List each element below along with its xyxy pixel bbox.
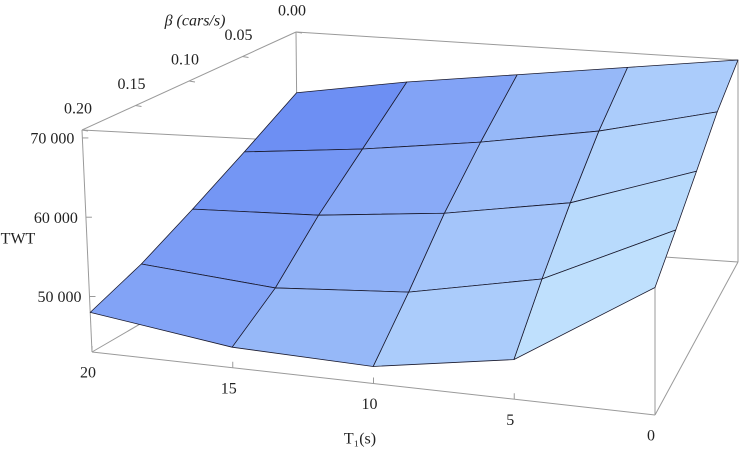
y-axis-title: β (cars/s) — [164, 13, 226, 30]
x-tick-label: 0 — [647, 428, 655, 445]
z-tick-label: 70 000 — [30, 131, 74, 148]
y-tick — [135, 105, 142, 107]
box-edge — [81, 129, 93, 353]
z-axis-title: TWT — [1, 231, 36, 248]
box-edge — [295, 31, 739, 61]
surface-patch — [89, 263, 276, 348]
x-tick-label: 15 — [221, 380, 237, 397]
y-tick — [242, 56, 249, 58]
y-tick-label: 0.05 — [225, 27, 253, 44]
z-tick-label: 50 000 — [38, 289, 82, 306]
y-tick-label: 0.10 — [171, 52, 199, 69]
y-tick — [81, 129, 89, 132]
x-axis-title: T₁(s) — [344, 431, 376, 448]
box-edge — [654, 261, 739, 416]
y-tick — [295, 31, 303, 34]
y-tick-label: 0.15 — [118, 76, 146, 93]
x-tick-label: 5 — [506, 412, 514, 429]
x-tick-label: 10 — [362, 396, 378, 413]
x-tick-label: 20 — [80, 365, 96, 382]
z-tick-label: 60 000 — [34, 210, 78, 227]
y-tick — [188, 80, 196, 83]
y-tick-label: 0.00 — [278, 3, 306, 20]
y-tick-label: 0.20 — [64, 101, 92, 118]
